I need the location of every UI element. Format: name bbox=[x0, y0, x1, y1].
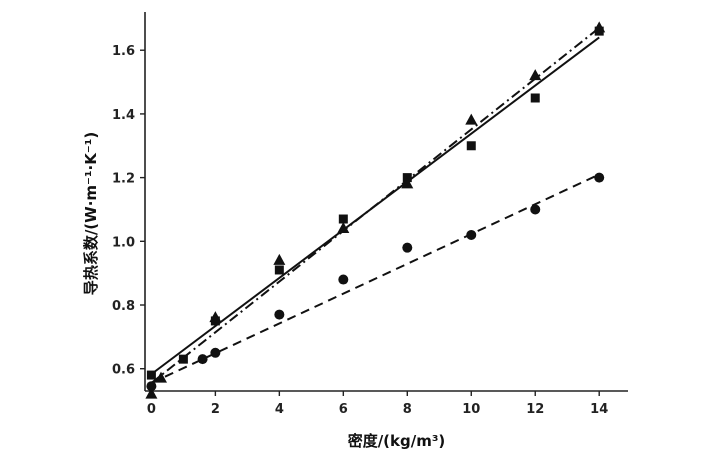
point-square bbox=[178, 354, 188, 364]
point-circle bbox=[146, 381, 157, 392]
x-tick-label: 2 bbox=[211, 402, 220, 417]
point-triangle bbox=[273, 253, 286, 265]
fit-line-circle bbox=[150, 173, 600, 384]
y-tick-label: 1.2 bbox=[112, 172, 135, 187]
point-square bbox=[530, 93, 540, 103]
point-square bbox=[146, 370, 156, 380]
point-circle bbox=[210, 347, 221, 358]
point-triangle bbox=[154, 371, 167, 383]
point-circle bbox=[197, 354, 208, 365]
x-tick-label: 14 bbox=[590, 402, 608, 417]
y-tick-label: 1.4 bbox=[112, 108, 135, 123]
labels-group: 密度/(kg/m³) 导热系数/(W·m⁻¹·K⁻¹) bbox=[82, 132, 445, 450]
point-triangle bbox=[209, 311, 222, 323]
point-triangle bbox=[401, 177, 414, 189]
point-circle bbox=[274, 309, 285, 320]
x-tick-label: 8 bbox=[403, 402, 412, 417]
x-tick-label: 4 bbox=[275, 402, 284, 417]
y-tick-label: 0.6 bbox=[112, 363, 135, 378]
y-axis-label: 导热系数/(W·m⁻¹·K⁻¹) bbox=[82, 132, 100, 295]
point-triangle bbox=[593, 21, 606, 33]
x-tick-label: 12 bbox=[526, 402, 544, 417]
point-triangle bbox=[337, 221, 350, 233]
x-tick-label: 10 bbox=[462, 402, 480, 417]
point-triangle bbox=[145, 387, 158, 399]
x-tick-label: 0 bbox=[147, 402, 156, 417]
point-triangle bbox=[465, 113, 478, 125]
point-circle bbox=[338, 274, 349, 285]
point-circle bbox=[466, 229, 477, 240]
fit-lines-group bbox=[150, 27, 600, 384]
x-axis-label: 密度/(kg/m³) bbox=[348, 432, 446, 450]
fit-line-triangle bbox=[150, 27, 600, 384]
point-circle bbox=[402, 242, 413, 253]
point-triangle bbox=[529, 69, 542, 81]
point-square bbox=[274, 265, 284, 275]
data-points-group bbox=[145, 21, 606, 399]
y-tick-label: 1.6 bbox=[112, 44, 135, 59]
point-square bbox=[338, 214, 348, 224]
y-tick-label: 1.0 bbox=[112, 235, 135, 250]
y-tick-label: 0.8 bbox=[112, 299, 135, 314]
point-square bbox=[466, 141, 476, 151]
axes-group: 0 2 4 6 8 10 12 14 0.6 0.8 1.0 1.2 1.4 1.6 bbox=[112, 12, 628, 417]
point-circle bbox=[594, 172, 605, 183]
point-circle bbox=[530, 204, 541, 215]
x-tick-label: 6 bbox=[339, 402, 348, 417]
